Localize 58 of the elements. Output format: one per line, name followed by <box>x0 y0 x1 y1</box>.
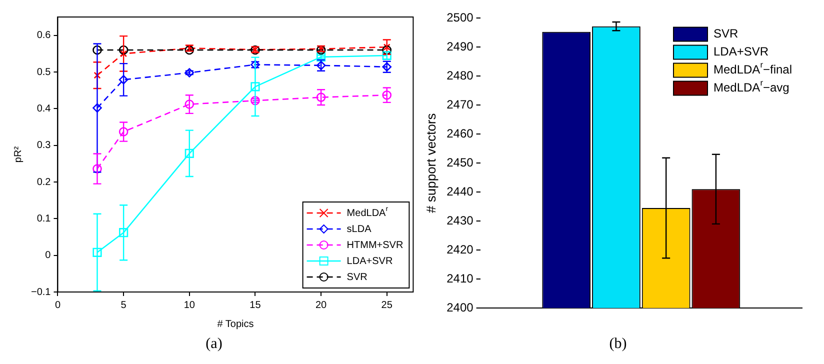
y-tick-label: 0.5 <box>36 66 52 78</box>
point <box>184 148 194 158</box>
point <box>92 164 102 174</box>
legend-label: sLDA <box>346 224 372 235</box>
text: (b) <box>608 336 628 353</box>
y-tick-label: 2400 <box>446 300 474 314</box>
y-tick-label: 2450 <box>446 155 474 170</box>
point <box>184 100 194 109</box>
point <box>118 45 128 55</box>
point <box>119 228 128 238</box>
y-tick-label: 2440 <box>446 184 474 198</box>
point <box>316 45 326 55</box>
legend-label: SVR <box>714 26 739 41</box>
y-tick-label: 0.4 <box>36 103 52 114</box>
point <box>250 82 260 92</box>
point <box>184 68 194 78</box>
x-tick-label: 5 <box>120 300 127 311</box>
point <box>316 92 326 102</box>
y-tick-label: 2410 <box>446 271 474 286</box>
point <box>120 50 128 58</box>
x-tick-label: 15 <box>250 300 262 311</box>
x-tick-label: 25 <box>381 300 393 311</box>
point <box>92 103 102 113</box>
legend-label: LDA+SVR <box>346 256 393 267</box>
x-axis-title: # Topics <box>217 318 254 330</box>
y-tick-label: −0.1 <box>30 286 52 298</box>
y-tick-label: 0.1 <box>36 213 52 224</box>
text: (a) <box>204 336 224 353</box>
point <box>316 52 326 62</box>
point <box>94 72 101 79</box>
legend-label: LDA+SVR <box>714 44 769 59</box>
y-tick-label: 0.6 <box>36 30 52 42</box>
y-axis-title: # support vectors <box>423 112 438 213</box>
y-tick-label: 0.2 <box>36 176 52 188</box>
y-axis-title: pR² <box>12 146 24 163</box>
x-tick-label: 10 <box>184 300 196 311</box>
x-tick-label: 0 <box>54 300 61 311</box>
point <box>92 248 102 257</box>
y-tick-label: 2430 <box>446 213 474 228</box>
legend-label: SVR <box>346 272 368 283</box>
y-tick-label: 2500 <box>446 10 474 25</box>
point <box>118 127 128 136</box>
y-tick-label: 2470 <box>446 97 474 112</box>
y-tick-label: 0 <box>45 250 52 262</box>
point <box>250 96 260 106</box>
y-tick-label: 2480 <box>446 68 474 82</box>
point <box>383 44 390 51</box>
point <box>184 45 194 55</box>
point <box>382 45 392 55</box>
point <box>382 90 392 100</box>
y-tick-label: 0.3 <box>36 140 52 152</box>
legend-label: HTMM+SVR <box>346 240 404 251</box>
y-tick-label: 2490 <box>446 39 474 54</box>
x-tick-label: 20 <box>315 300 328 311</box>
point <box>92 45 102 55</box>
y-tick-label: 2460 <box>446 126 474 140</box>
y-tick-label: 2420 <box>446 242 474 256</box>
point <box>118 75 128 84</box>
